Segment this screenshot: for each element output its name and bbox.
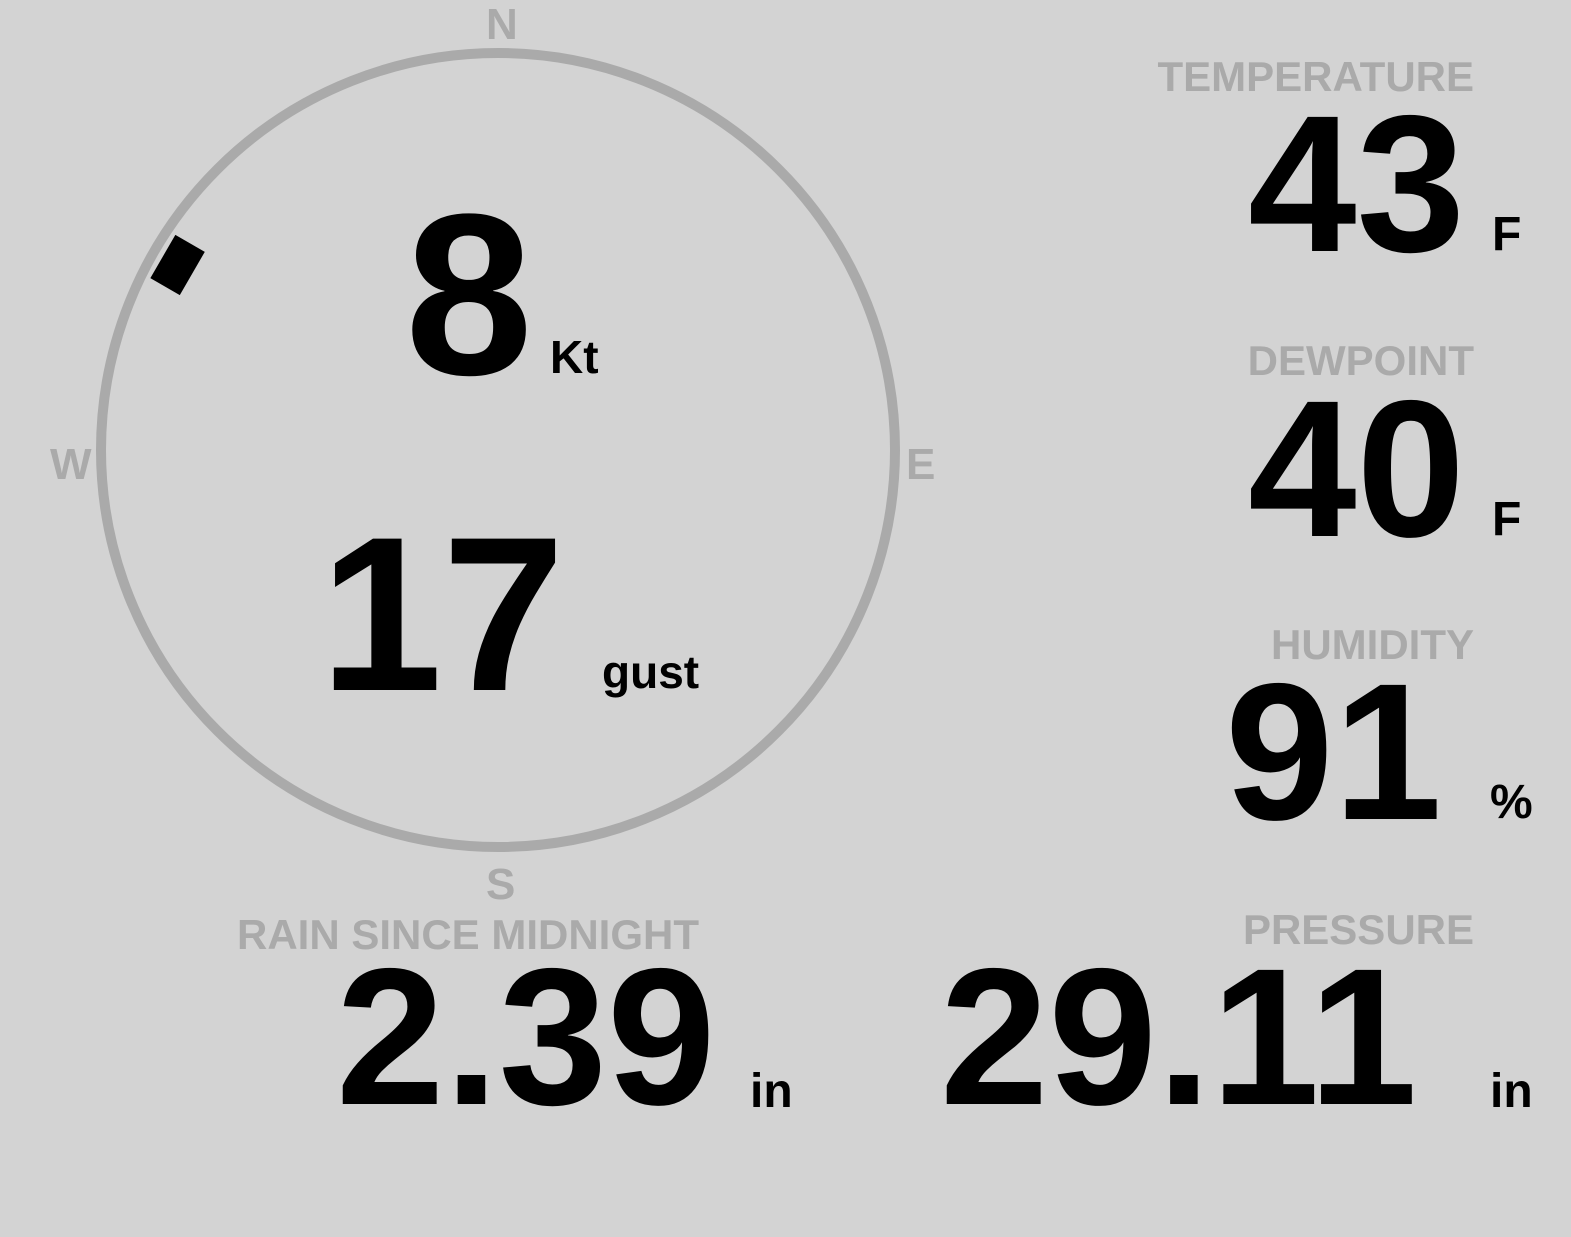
rain-label: RAIN SINCE MIDNIGHT bbox=[237, 911, 699, 958]
temperature-label: TEMPERATURE bbox=[1157, 53, 1474, 100]
pressure-label: PRESSURE bbox=[1242, 906, 1474, 953]
compass-ring bbox=[96, 48, 900, 852]
rain-unit: in bbox=[750, 1065, 793, 1118]
wind-gust-label: gust bbox=[602, 646, 700, 698]
temperature-unit: F bbox=[1492, 208, 1522, 261]
compass-north: N bbox=[486, 0, 518, 49]
temperature-value: 43 bbox=[1248, 75, 1465, 293]
pressure-unit: in bbox=[1490, 1065, 1533, 1118]
humidity-value: 91 bbox=[1225, 643, 1442, 861]
dewpoint-value: 40 bbox=[1248, 360, 1465, 578]
dewpoint-unit: F bbox=[1492, 493, 1522, 546]
compass-south: S bbox=[486, 860, 516, 909]
wind-speed-unit: Kt bbox=[550, 331, 599, 383]
rain-value: 2.39 bbox=[336, 928, 716, 1146]
compass-east: E bbox=[906, 440, 936, 489]
wind-speed-value: 8 bbox=[405, 166, 533, 423]
humidity-unit: % bbox=[1490, 776, 1533, 829]
wind-gust-value: 17 bbox=[320, 491, 565, 737]
dewpoint-label: DEWPOINT bbox=[1247, 337, 1474, 384]
compass-west: W bbox=[50, 440, 92, 489]
humidity-label: HUMIDITY bbox=[1271, 621, 1474, 668]
pressure-value: 29.11 bbox=[940, 928, 1418, 1146]
wind-direction-marker bbox=[150, 234, 205, 296]
